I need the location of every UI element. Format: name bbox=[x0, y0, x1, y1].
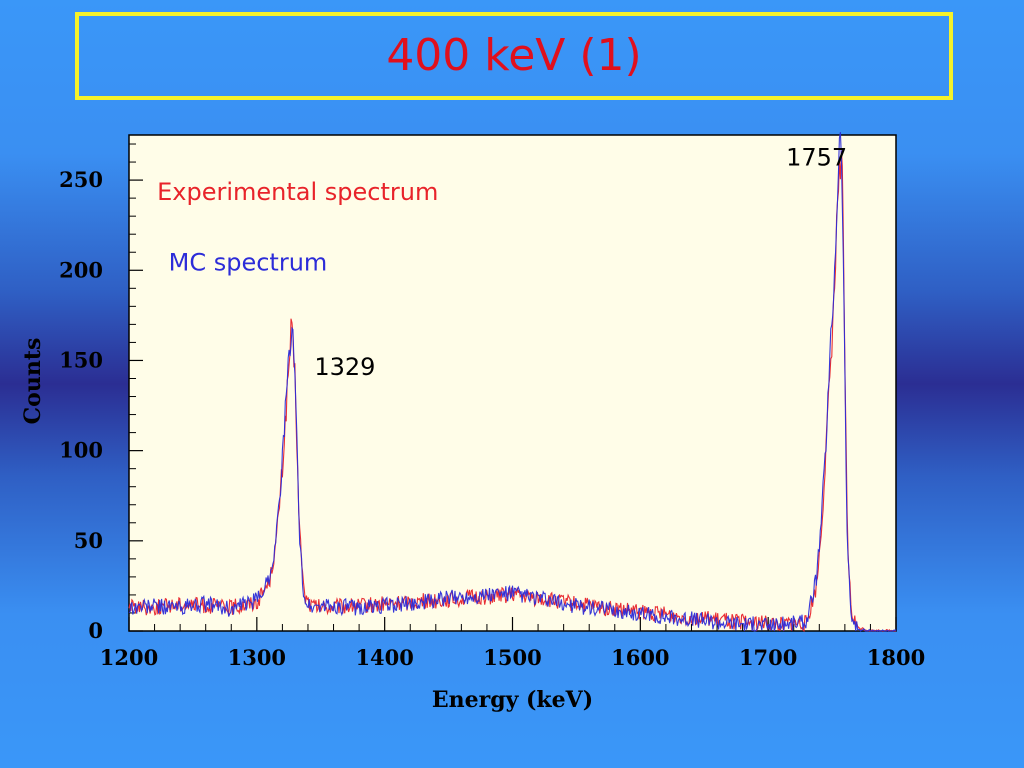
series-line-experimental bbox=[128, 150, 896, 633]
x-tick-label: 1600 bbox=[611, 645, 669, 670]
y-tick-label: 250 bbox=[59, 167, 103, 192]
annotation-0: Experimental spectrum bbox=[157, 178, 438, 206]
minor-ticks bbox=[129, 143, 871, 631]
x-tick-label: 1400 bbox=[355, 645, 413, 670]
slide-title-box: 400 keV (1) bbox=[75, 12, 953, 100]
x-tick-label: 1300 bbox=[228, 645, 286, 670]
series-group bbox=[128, 132, 897, 633]
tick-labels: 1200 1300 1400 1500 1600 1700 1800 0 50 100 150 200… bbox=[59, 167, 925, 670]
y-tick-label: 200 bbox=[59, 257, 103, 282]
annotations: Experimental spectrum MC spectrum 1329 1757 bbox=[157, 144, 847, 381]
x-tick-label: 1500 bbox=[483, 645, 541, 670]
x-tick-label: 1700 bbox=[739, 645, 797, 670]
y-tick-label: 0 bbox=[88, 618, 103, 643]
annotation-3: 1757 bbox=[786, 144, 847, 172]
y-tick-label: 50 bbox=[74, 528, 103, 553]
x-tick-label: 1200 bbox=[100, 645, 158, 670]
tick-marks bbox=[128, 179, 897, 632]
x-tick-label: 1800 bbox=[867, 645, 925, 670]
annotation-1: MC spectrum bbox=[169, 248, 328, 276]
y-tick-label: 150 bbox=[59, 347, 103, 372]
slide-title: 400 keV (1) bbox=[386, 30, 642, 81]
series-line-mc bbox=[128, 132, 897, 632]
plot-area bbox=[128, 134, 897, 632]
y-axis-title: Counts bbox=[20, 338, 46, 425]
y-tick-label: 100 bbox=[59, 438, 103, 463]
annotation-2: 1329 bbox=[314, 353, 375, 381]
x-axis-title: Energy (keV) bbox=[432, 687, 593, 713]
